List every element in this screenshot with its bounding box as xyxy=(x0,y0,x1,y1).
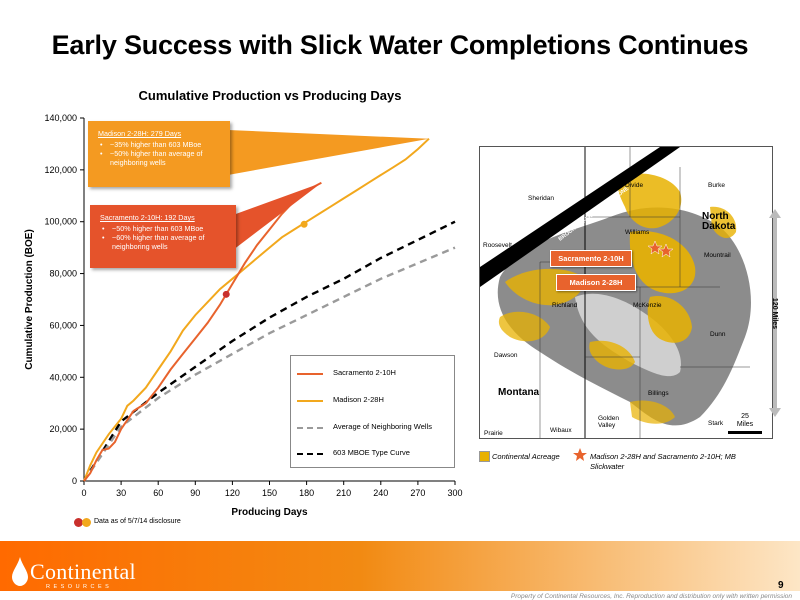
callout-sacramento-heading: Sacramento 2-10H: 192 Days xyxy=(100,213,195,222)
county-label: Williams xyxy=(625,229,650,236)
y-tick-label: 60,000 xyxy=(49,320,77,330)
chart-series xyxy=(82,137,456,482)
x-axis-label: Producing Days xyxy=(231,507,308,518)
y-tick-label: 0 xyxy=(72,476,77,486)
disclosure-dot-red xyxy=(74,518,83,527)
disclosure-note: Data as of 5/7/14 disclosure xyxy=(94,518,181,525)
x-tick-label: 270 xyxy=(410,488,425,498)
logo-wordmark: Continental xyxy=(30,559,136,584)
copyright-note: Property of Continental Resources, Inc. … xyxy=(510,593,792,600)
y-tick-label: 40,000 xyxy=(49,372,77,382)
y-tick-label: 20,000 xyxy=(49,424,77,434)
height-label: 120 Miles xyxy=(771,297,779,330)
fault-zone xyxy=(480,147,680,287)
x-tick-label: 300 xyxy=(447,488,462,498)
county-label: Richland xyxy=(552,302,578,309)
callout-madison-bullet: ~50% higher than average of neighboring … xyxy=(100,149,230,167)
data-marker xyxy=(300,220,308,228)
chart-title: Cumulative Production vs Producing Days xyxy=(138,88,402,103)
page-number: 9 xyxy=(778,580,784,591)
x-tick-label: 60 xyxy=(153,488,163,498)
county-label: Sheridan xyxy=(528,195,555,202)
y-tick-label: 80,000 xyxy=(49,269,77,279)
callout-pointer-madison xyxy=(228,130,430,175)
y-tick-label: 100,000 xyxy=(44,217,77,227)
footer-bar xyxy=(0,541,800,591)
x-tick-label: 180 xyxy=(299,488,314,498)
x-tick-label: 150 xyxy=(262,488,277,498)
state-label-montana: Montana xyxy=(498,387,540,398)
legend-item-average: Average of Neighboring Wells xyxy=(291,422,456,434)
legend-item-madison: Madison 2-28H xyxy=(291,395,456,407)
bakken-map: BROCKTON-FROID FAULT ZONE Divide Burke S… xyxy=(479,146,773,439)
county-label: Billings xyxy=(648,390,669,397)
data-marker xyxy=(222,290,230,298)
chart-markers xyxy=(222,130,430,298)
callout-madison-bullet: ~35% higher than 603 MBoe xyxy=(100,140,230,149)
callout-pointer-sacramento xyxy=(233,182,322,250)
county-label: Divide xyxy=(625,182,644,189)
chart-legend: Sacramento 2-10H Madison 2-28H Average o… xyxy=(290,355,455,468)
logo-subtitle: RESOURCES xyxy=(46,584,113,590)
logo-drop-icon xyxy=(12,557,28,586)
callout-sacramento-bullet: ~60% higher than average of neighboring … xyxy=(102,233,236,251)
legend-label: Average of Neighboring Wells xyxy=(333,422,432,431)
county-label: Golden Valley xyxy=(598,415,619,429)
callout-madison-heading: Madison 2-28H: 279 Days xyxy=(98,129,182,138)
sacramento-star-icon xyxy=(647,240,663,255)
scale-bar xyxy=(728,431,762,434)
x-tick-label: 90 xyxy=(190,488,200,498)
series-line-sacramento-2-10h xyxy=(83,181,322,482)
state-label-north-dakota: North Dakota xyxy=(702,211,736,232)
well-label-sacramento: Sacramento 2-10H xyxy=(550,250,632,267)
county-label: Mountrail xyxy=(704,252,731,259)
madison-star-icon xyxy=(658,243,674,258)
acreage-patches xyxy=(498,173,737,424)
county-label: Roosevelt xyxy=(483,242,512,249)
county-label: McKenzie xyxy=(633,302,662,309)
legend-item-type-curve: 603 MBOE Type Curve xyxy=(291,448,456,460)
x-tick-label: 0 xyxy=(81,488,86,498)
acreage-legend-swatch xyxy=(479,451,490,462)
callout-madison: Madison 2-28H: 279 Days ~35% higher than… xyxy=(88,121,230,187)
scale-bar-label: 25 Miles xyxy=(736,413,754,428)
chart-axes: 0 30 60 90 120 150 180 210 240 270 300 0 20,000 40,00… xyxy=(24,113,463,518)
county-label: Stark xyxy=(708,420,724,427)
county-label: Burke xyxy=(708,182,725,189)
x-tick-label: 120 xyxy=(225,488,240,498)
star-legend-icon xyxy=(573,448,587,461)
legend-label: Sacramento 2-10H xyxy=(333,368,396,377)
y-tick-label: 120,000 xyxy=(44,165,77,175)
slide-title: Early Success with Slick Water Completio… xyxy=(51,30,749,60)
callout-sacramento-bullet: ~50% higher than 603 MBoe xyxy=(102,224,236,233)
county-label: Dawson xyxy=(494,352,518,359)
well-label-madison: Madison 2-28H xyxy=(556,274,636,291)
basin-inner xyxy=(575,293,681,377)
county-label: Prairie xyxy=(484,430,503,437)
x-tick-label: 210 xyxy=(336,488,351,498)
series-line-average-of-neighboring-wells xyxy=(83,246,456,482)
legend-label: Madison 2-28H xyxy=(333,395,384,404)
county-label: Dunn xyxy=(710,331,726,338)
y-tick-label: 140,000 xyxy=(44,113,77,123)
legend-label: 603 MBOE Type Curve xyxy=(333,448,410,457)
x-tick-label: 240 xyxy=(373,488,388,498)
series-line-madison-2-28h xyxy=(83,137,430,482)
legend-item-sacramento: Sacramento 2-10H xyxy=(291,368,456,380)
x-tick-label: 30 xyxy=(116,488,126,498)
county-label: Wibaux xyxy=(550,427,572,434)
wells-legend-label: Madison 2-28H and Sacramento 2-10H; MB S… xyxy=(590,452,736,471)
callout-sacramento: Sacramento 2-10H: 192 Days ~50% higher t… xyxy=(90,205,236,268)
acreage-legend-label: Continental Acreage xyxy=(492,452,560,461)
disclosure-dot-orange xyxy=(82,518,91,527)
y-axis-label: Cumulative Production (BOE) xyxy=(24,229,35,370)
